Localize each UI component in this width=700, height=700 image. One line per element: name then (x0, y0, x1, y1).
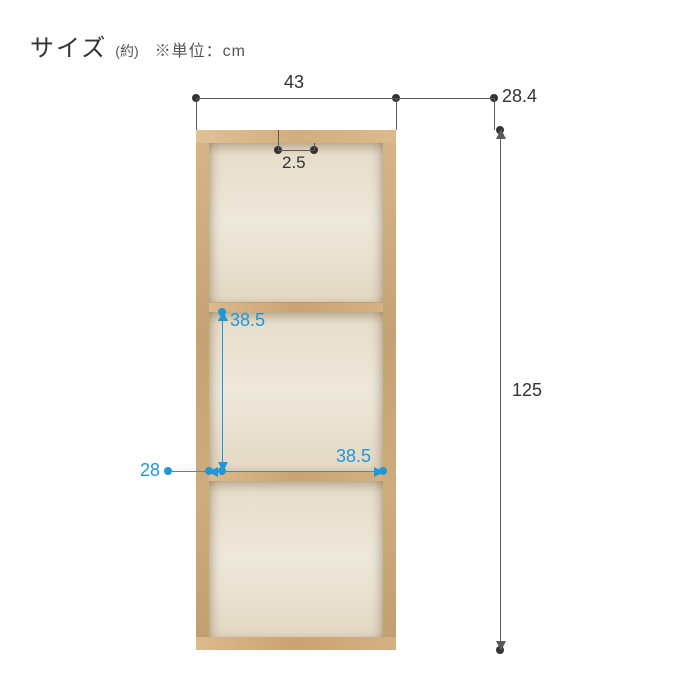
dim-ext-depth-down (494, 98, 495, 130)
title-approx: (約) (115, 41, 138, 61)
dim-line-depth-lead (396, 98, 494, 99)
shelf-bottom-panel (196, 637, 396, 650)
title-unit-note: ※単位：cm (155, 37, 246, 61)
title-main: サイズ (30, 28, 107, 63)
dim-ext-thk-left (278, 130, 279, 150)
dim-label-inner-h: 38.5 (230, 310, 265, 331)
dim-arrow-inner-h (222, 312, 223, 471)
shelf-divider-2 (209, 471, 383, 481)
dim-ext-top-right (396, 98, 397, 130)
dim-arrow-height (500, 130, 501, 650)
title-row: サイズ (約) ※単位：cm (30, 28, 246, 63)
shelf-back-3 (209, 481, 383, 637)
dim-arrow-inner-w (209, 471, 383, 472)
dim-ext-thk-right (314, 143, 315, 151)
dim-ext-top-left (196, 98, 197, 130)
dim-line-width (196, 98, 396, 99)
shelf-top-panel (196, 130, 396, 143)
dim-label-depth: 28.4 (502, 86, 537, 107)
dim-line-thk (278, 150, 314, 151)
shelf-right-wall (383, 130, 396, 650)
shelf (196, 130, 396, 650)
diagram-stage: サイズ (約) ※単位：cm 43 28.4 2.5 (0, 0, 700, 700)
dim-label-height: 125 (512, 380, 542, 401)
dim-label-width: 43 (284, 72, 304, 93)
dim-label-inner-w: 38.5 (336, 446, 371, 467)
dim-label-thickness: 2.5 (282, 153, 306, 173)
dim-line-id-lead (168, 471, 209, 472)
dim-label-inner-d: 28 (140, 460, 160, 481)
shelf-left-wall (196, 130, 209, 650)
